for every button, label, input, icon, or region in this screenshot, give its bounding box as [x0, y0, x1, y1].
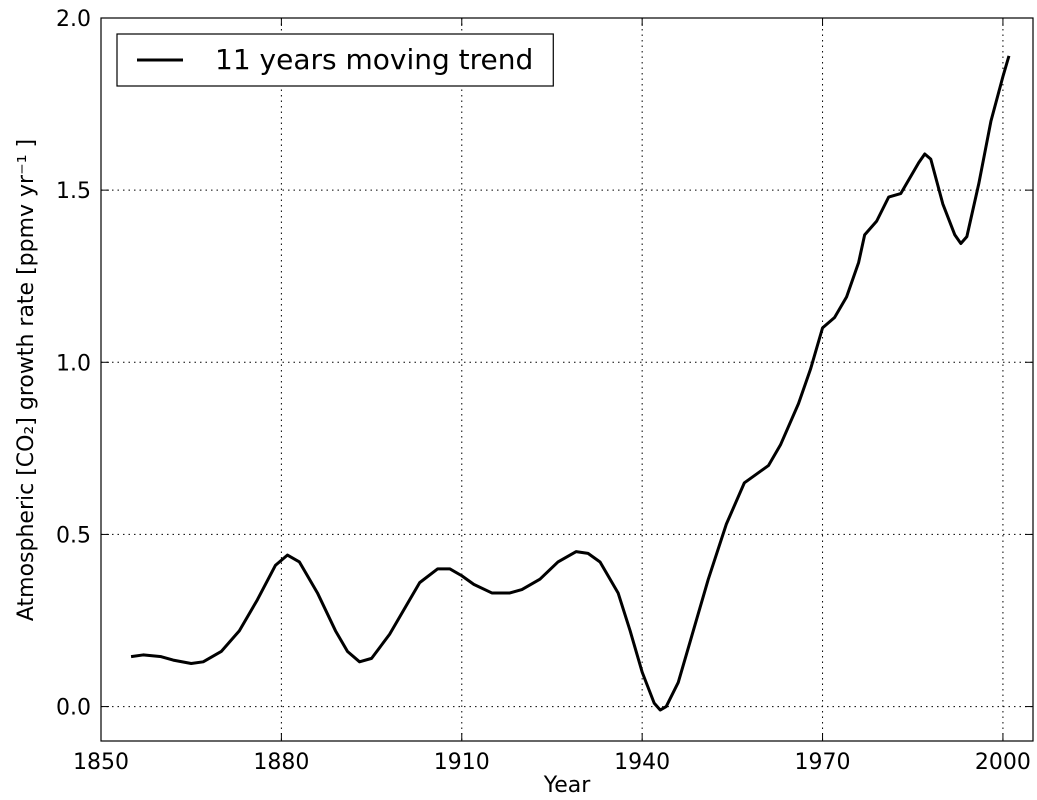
plot-frame [100, 17, 1034, 742]
y-tick-label: 1.0 [56, 351, 91, 376]
x-tick-label: 1850 [73, 750, 129, 775]
y-tick-label: 0.5 [56, 523, 91, 548]
x-tick-label: 1940 [614, 750, 670, 775]
x-tick-label: 1970 [795, 750, 851, 775]
line [130, 55, 1011, 712]
x-axis-label: Year [543, 773, 592, 798]
legend [116, 33, 554, 87]
legend-label: 11 years moving trend [215, 43, 533, 76]
x-tick-label: 2000 [975, 750, 1031, 775]
x-tick-label: 1910 [434, 750, 490, 775]
x-tick-label: 1880 [253, 750, 309, 775]
y-tick-label: 1.5 [56, 179, 91, 204]
y-axis-label: Atmospheric [CO₂] growth rate [ppmv yr⁻¹… [14, 139, 39, 621]
y-tick-label: 0.0 [56, 696, 91, 721]
y-tick-label: 2.0 [56, 7, 91, 32]
